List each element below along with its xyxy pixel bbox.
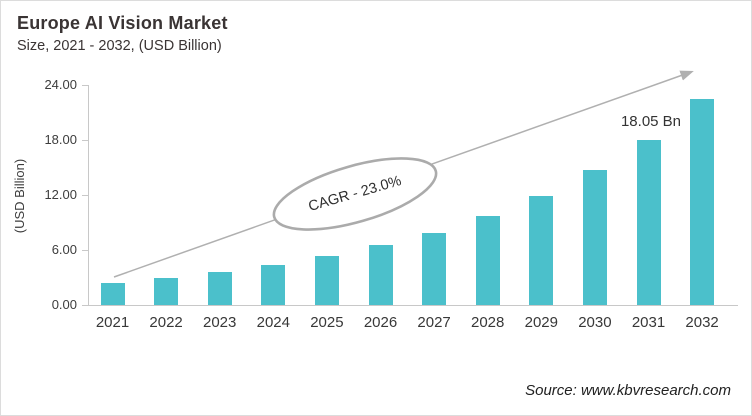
x-tick-label: 2023	[203, 314, 237, 331]
page-title: Europe AI Vision Market	[17, 13, 228, 33]
bar-2028	[475, 216, 500, 305]
y-tick-label: 24.00	[44, 77, 77, 92]
x-tick-label: 2030	[578, 314, 612, 331]
y-tick-mark	[82, 140, 88, 141]
y-axis-line	[88, 85, 89, 305]
y-tick-label: 12.00	[44, 187, 77, 202]
y-tick-label: 6.00	[51, 242, 77, 257]
y-tick-mark	[82, 305, 88, 306]
x-tick-label: 2025	[310, 314, 344, 331]
bar-2023	[207, 272, 232, 305]
x-tick-label: 2022	[149, 314, 183, 331]
y-tick-mark	[82, 85, 88, 86]
y-tick-label: 18.00	[44, 132, 77, 147]
bar-2029	[529, 195, 554, 305]
chart-subtitle: Size, 2021 - 2032, (USD Billion)	[17, 38, 222, 54]
bar-2024	[261, 264, 286, 305]
source-credit: Source: www.kbvresearch.com	[525, 382, 731, 399]
bar-2025	[314, 255, 339, 305]
x-tick-label: 2029	[524, 314, 558, 331]
bar-2022	[154, 278, 179, 305]
bar-2031	[636, 139, 661, 305]
bar-2030	[582, 170, 607, 305]
x-tick-label: 2026	[363, 314, 398, 331]
x-tick-label: 2027	[417, 314, 451, 331]
x-tick-label: 2024	[256, 314, 290, 331]
x-tick-label: 2031	[631, 314, 666, 331]
x-tick-label: 2028	[471, 314, 505, 331]
bar-2021	[100, 283, 125, 305]
y-tick-label: 0.00	[51, 297, 77, 312]
bar-2032	[690, 98, 715, 305]
x-tick-label: 2032	[685, 314, 719, 331]
y-tick-mark	[82, 250, 88, 251]
x-axis-line	[88, 305, 738, 306]
value-callout-2031: 18.05 Bn	[620, 113, 682, 130]
y-tick-mark	[82, 195, 88, 196]
bar-2027	[422, 232, 447, 305]
x-tick-label: 2021	[95, 314, 130, 331]
bar-2026	[368, 245, 393, 305]
